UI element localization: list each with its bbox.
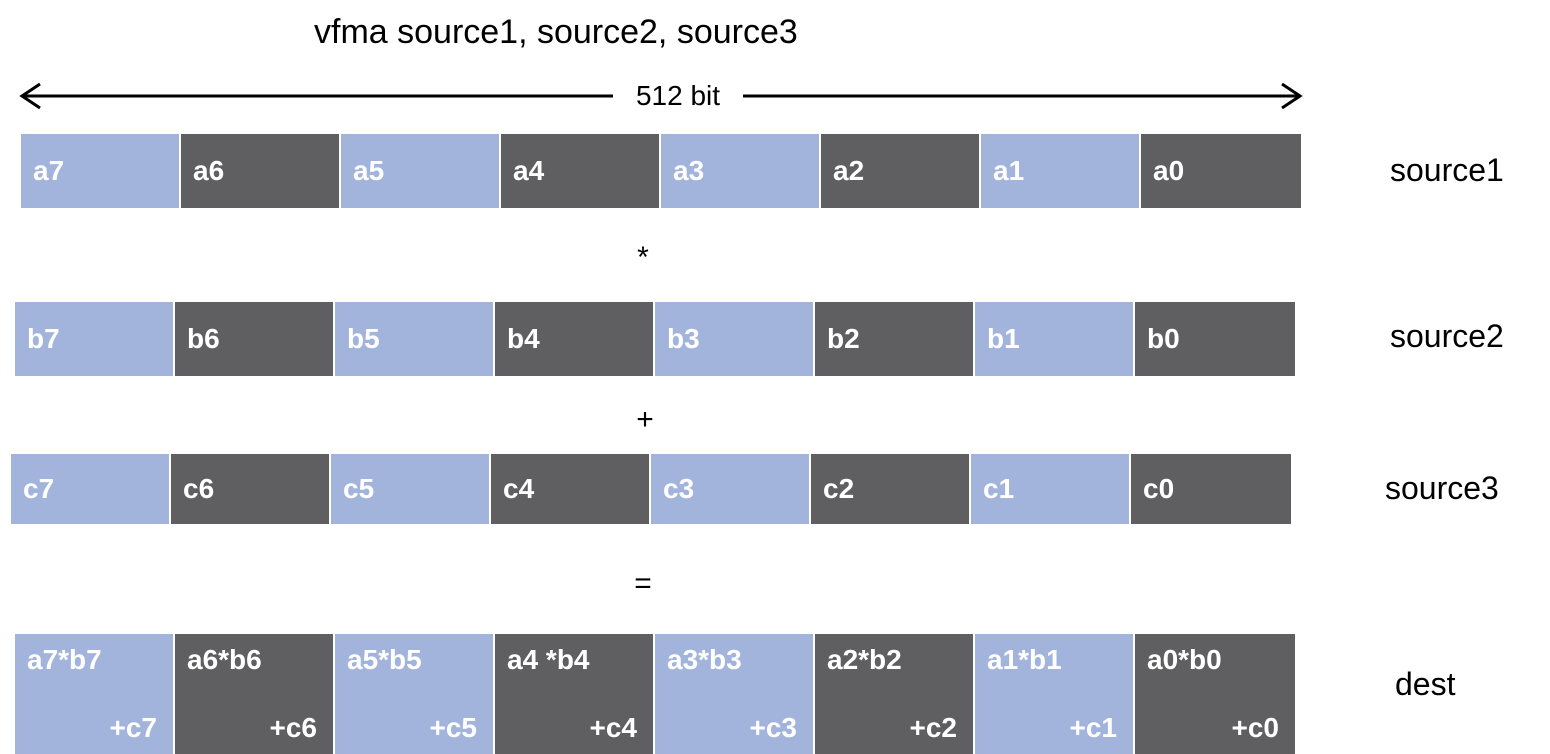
source3-lane-6: c6 (171, 454, 331, 524)
lane-label: a0 (1153, 155, 1185, 186)
dest-product: a2*b2 (827, 644, 902, 675)
source2-lane-0: b0 (1135, 302, 1295, 376)
source2-label: source2 (1390, 318, 1504, 354)
lane-label: a1 (993, 155, 1025, 186)
source2-lane-2: b2 (815, 302, 975, 376)
dest-addend: +c4 (589, 712, 638, 743)
source2-lane-6: b6 (175, 302, 335, 376)
dest-lane-1: a1*b1 +c1 (975, 634, 1135, 754)
source3-lane-1: c1 (971, 454, 1131, 524)
lane-label: b5 (347, 323, 380, 354)
source1-lane-5: a5 (341, 134, 501, 208)
lane-label: a2 (833, 155, 865, 186)
lane-label: a4 (513, 155, 545, 186)
dest-label: dest (1395, 666, 1456, 702)
source1-register: a7 a6 a5 a4 a3 a2 a1 a0 (21, 134, 1301, 208)
dest-addend: +c1 (1069, 712, 1118, 743)
dest-register: a7*b7 +c7 a6*b6 +c6 a5*b5 +c5 a4 *b4 +c4… (15, 634, 1295, 754)
source1-lane-6: a6 (181, 134, 341, 208)
dest-product: a3*b3 (667, 644, 742, 675)
source1-lane-4: a4 (501, 134, 661, 208)
lane-label: b6 (187, 323, 220, 354)
source1-label: source1 (1390, 152, 1504, 188)
source2-register: b7 b6 b5 b4 b3 b2 b1 b0 (15, 302, 1295, 376)
source2-lane-3: b3 (655, 302, 815, 376)
source1-lane-0: a0 (1141, 134, 1301, 208)
dest-lane-2: a2*b2 +c2 (815, 634, 975, 754)
source3-lane-4: c4 (491, 454, 651, 524)
dest-addend: +c3 (749, 712, 798, 743)
lane-label: a5 (353, 155, 385, 186)
source1-lane-3: a3 (661, 134, 821, 208)
source3-lane-7: c7 (11, 454, 171, 524)
add-operator: + (636, 403, 654, 436)
lane-label: b3 (667, 323, 700, 354)
dest-addend: +c5 (429, 712, 478, 743)
lane-label: c1 (983, 473, 1015, 504)
bit-width-indicator: 512 bit (18, 78, 1304, 114)
lane-label: b0 (1147, 323, 1180, 354)
lane-label: a7 (33, 155, 65, 186)
lane-label: a6 (193, 155, 225, 186)
dest-lane-7: a7*b7 +c7 (15, 634, 175, 754)
source3-lane-3: c3 (651, 454, 811, 524)
lane-label: b4 (507, 323, 540, 354)
dest-lane-0: a0*b0 +c0 (1135, 634, 1295, 754)
bit-width-label: 512 bit (613, 78, 743, 114)
dest-lane-4: a4 *b4 +c4 (495, 634, 655, 754)
dest-lane-3: a3*b3 +c3 (655, 634, 815, 754)
dest-product: a4 *b4 (507, 644, 590, 675)
source2-lane-4: b4 (495, 302, 655, 376)
dest-product: a1*b1 (987, 644, 1062, 675)
dest-product: a6*b6 (187, 644, 262, 675)
dest-product: a5*b5 (347, 644, 422, 675)
equals-operator: = (634, 567, 652, 600)
source2-lane-1: b1 (975, 302, 1135, 376)
lane-label: c3 (663, 473, 695, 504)
lane-label: a3 (673, 155, 705, 186)
source1-lane-7: a7 (21, 134, 181, 208)
dest-lane-5: a5*b5 +c5 (335, 634, 495, 754)
dest-addend: +c6 (269, 712, 318, 743)
lane-label: c7 (23, 473, 55, 504)
source3-label: source3 (1385, 470, 1499, 506)
lane-label: c5 (343, 473, 375, 504)
dest-product: a7*b7 (27, 644, 102, 675)
instruction-title: vfma source1, source2, source3 (314, 13, 798, 51)
lane-label: b7 (27, 323, 60, 354)
lane-label: b1 (987, 323, 1020, 354)
lane-label: c0 (1143, 473, 1175, 504)
lane-label: c6 (183, 473, 215, 504)
source2-lane-5: b5 (335, 302, 495, 376)
multiply-operator: * (637, 241, 649, 274)
lane-label: b2 (827, 323, 860, 354)
source3-lane-2: c2 (811, 454, 971, 524)
source2-lane-7: b7 (15, 302, 175, 376)
source1-lane-2: a2 (821, 134, 981, 208)
source3-register: c7 c6 c5 c4 c3 c2 c1 c0 (11, 454, 1291, 524)
lane-label: c4 (503, 473, 535, 504)
dest-addend: +c2 (909, 712, 958, 743)
source1-lane-1: a1 (981, 134, 1141, 208)
source3-lane-5: c5 (331, 454, 491, 524)
dest-product: a0*b0 (1147, 644, 1222, 675)
dest-addend: +c7 (109, 712, 158, 743)
source3-lane-0: c0 (1131, 454, 1291, 524)
dest-lane-6: a6*b6 +c6 (175, 634, 335, 754)
lane-label: c2 (823, 473, 855, 504)
dest-addend: +c0 (1231, 712, 1280, 743)
